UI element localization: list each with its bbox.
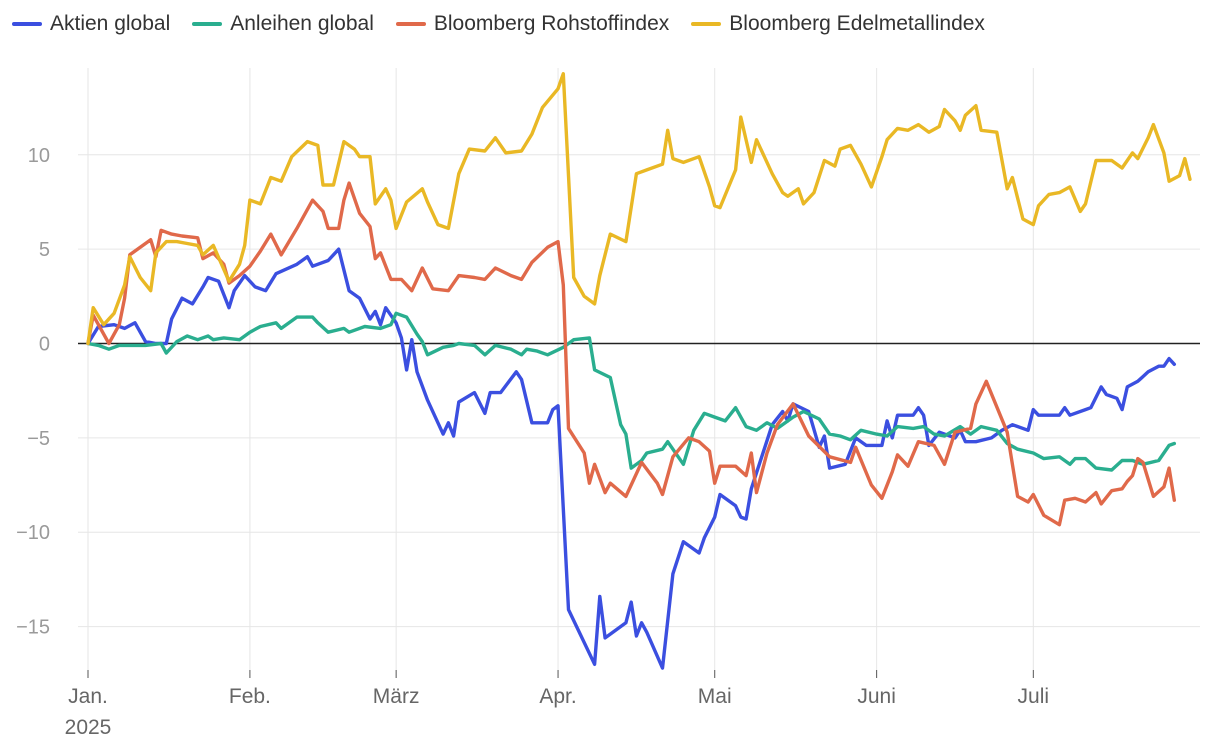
legend-item-3: Bloomberg Edelmetallindex xyxy=(691,12,985,36)
x-tick-label: Apr. xyxy=(539,685,576,708)
legend-label-2: Bloomberg Rohstoffindex xyxy=(433,12,670,35)
legend-swatch-2 xyxy=(395,22,426,26)
chart-series xyxy=(86,72,1192,670)
x-tick-label: März xyxy=(373,685,420,708)
y-tick-label: −5 xyxy=(27,428,50,450)
x-tick-label: Feb. xyxy=(229,685,271,708)
x-tick-label: Juli xyxy=(1018,685,1050,708)
legend-label-3: Bloomberg Edelmetallindex xyxy=(729,12,985,35)
series-line-0 xyxy=(86,247,1176,670)
series-line-3 xyxy=(86,72,1192,346)
legend-label-1: Anleihen global xyxy=(230,12,374,35)
x-tick-label: Juni xyxy=(857,685,896,708)
x-tick-label: Mai xyxy=(698,685,732,708)
chart-legend: Aktien global Anleihen global Bloomberg … xyxy=(12,12,985,36)
x-tick-label: Jan. xyxy=(68,685,108,708)
series-line-2 xyxy=(86,181,1176,527)
y-tick-label: 5 xyxy=(39,239,50,261)
legend-item-1: Anleihen global xyxy=(192,12,374,36)
series-line-1 xyxy=(86,311,1176,472)
legend-item-0: Aktien global xyxy=(12,12,170,36)
y-tick-label: 10 xyxy=(28,145,50,167)
legend-swatch-3 xyxy=(691,22,722,26)
legend-swatch-1 xyxy=(192,22,223,26)
legend-label-0: Aktien global xyxy=(50,12,171,35)
y-tick-label: 0 xyxy=(39,334,50,356)
legend-swatch-0 xyxy=(12,22,42,26)
y-tick-label: −15 xyxy=(16,617,50,639)
legend-item-2: Bloomberg Rohstoffindex xyxy=(395,12,670,36)
x-tick-sublabel: 2025 xyxy=(65,716,112,739)
y-tick-label: −10 xyxy=(16,522,50,544)
chart-grid xyxy=(78,68,1200,670)
chart-axes: 10 5 0 −5 −10 −15 Jan. 2025 Feb. März Apr. Mai Juni J… xyxy=(16,145,1200,739)
